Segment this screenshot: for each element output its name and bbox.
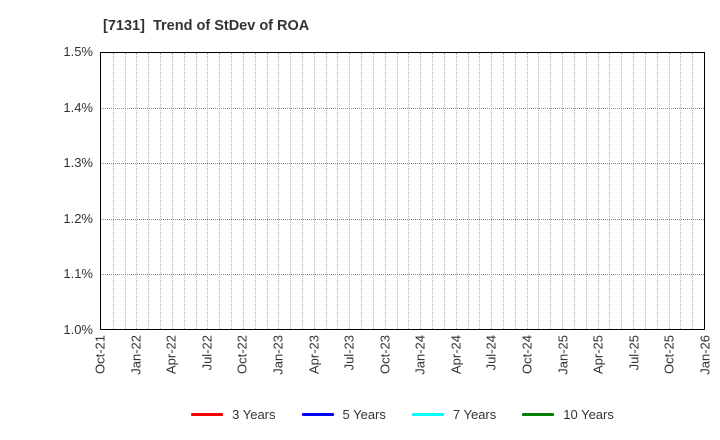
- gridline-vertical: [420, 53, 422, 329]
- gridline-vertical: [680, 53, 682, 329]
- y-tick-label: 1.2%: [63, 210, 93, 226]
- x-tick-label: Jul-22: [199, 335, 215, 371]
- chart-title: [7131] Trend of StDev of ROA: [103, 18, 310, 34]
- gridline-vertical: [219, 53, 221, 329]
- y-tick-label: 1.0%: [63, 322, 93, 337]
- gridline-vertical: [621, 53, 623, 329]
- gridline-vertical: [455, 53, 457, 329]
- y-tick-label: 1.5%: [63, 44, 93, 59]
- gridline-vertical: [467, 53, 469, 329]
- y-tick-label: 1.4%: [63, 99, 93, 115]
- y-tick-label: 1.3%: [63, 155, 93, 171]
- gridline-vertical: [112, 53, 114, 329]
- gridline-horizontal: [101, 273, 704, 275]
- legend-label: 10 Years: [563, 406, 614, 422]
- gridline-vertical: [491, 53, 493, 329]
- x-tick-label: Apr-22: [163, 335, 179, 375]
- gridline-vertical: [278, 53, 280, 329]
- gridline-vertical: [372, 53, 374, 329]
- x-tick-label: Oct-22: [234, 335, 250, 375]
- gridline-vertical: [432, 53, 434, 329]
- y-tick-label: 1.1%: [63, 266, 93, 282]
- x-tick-label: Jul-24: [483, 335, 499, 371]
- x-tick-label: Apr-25: [590, 335, 606, 375]
- legend-line-swatch: [301, 412, 334, 416]
- gridline-vertical: [207, 53, 209, 329]
- gridline-vertical: [443, 53, 445, 329]
- legend-label: 3 Years: [232, 406, 276, 422]
- gridline-vertical: [349, 53, 351, 329]
- x-tick-label: Jan-23: [270, 335, 286, 375]
- y-axis-tick-labels: 1.5% 1.4% 1.3% 1.2% 1.1% 1.0%: [0, 44, 93, 337]
- x-tick-label: Apr-24: [448, 335, 464, 375]
- gridline-vertical: [148, 53, 150, 329]
- gridline-vertical: [325, 53, 327, 329]
- gridline-vertical: [254, 53, 256, 329]
- gridline-vertical: [396, 53, 398, 329]
- gridline-vertical: [313, 53, 315, 329]
- gridline-vertical: [668, 53, 670, 329]
- x-tick-label: Jul-25: [626, 335, 642, 371]
- x-tick-label: Jul-23: [341, 335, 357, 371]
- gridline-vertical: [573, 53, 575, 329]
- gridline-vertical: [171, 53, 173, 329]
- gridline-vertical: [597, 53, 599, 329]
- gridline-vertical: [656, 53, 658, 329]
- gridline-vertical: [538, 53, 540, 329]
- x-tick-label: Apr-23: [306, 335, 322, 375]
- gridline-vertical: [290, 53, 292, 329]
- gridline-vertical: [361, 53, 363, 329]
- gridline-vertical: [514, 53, 516, 329]
- legend-label: 7 Years: [452, 406, 497, 422]
- legend-item: 3 Years: [191, 406, 276, 422]
- gridline-vertical: [526, 53, 528, 329]
- gridline-vertical: [633, 53, 635, 329]
- plot-area: [100, 52, 705, 330]
- x-tick-label: Oct-24: [519, 335, 535, 375]
- gridline-vertical: [550, 53, 552, 329]
- legend-item: 5 Years: [301, 406, 386, 422]
- gridline-vertical: [266, 53, 268, 329]
- x-tick-label: Jan-25: [555, 335, 571, 375]
- legend-line-swatch: [522, 412, 555, 416]
- legend-item: 7 Years: [411, 406, 497, 422]
- gridline-vertical: [195, 53, 197, 329]
- gridline-vertical: [160, 53, 162, 329]
- legend: 3 Years 5 Years 7 Years 10 Years: [100, 403, 705, 425]
- gridline-vertical: [562, 53, 564, 329]
- x-tick-label: Oct-23: [377, 335, 393, 375]
- gridline-horizontal: [101, 108, 704, 110]
- gridline-vertical: [124, 53, 126, 329]
- gridline-vertical: [384, 53, 386, 329]
- gridline-vertical: [242, 53, 244, 329]
- gridline-vertical: [479, 53, 481, 329]
- gridline-horizontal: [101, 163, 704, 165]
- gridline-horizontal: [101, 218, 704, 220]
- legend-line-swatch: [191, 412, 224, 416]
- x-tick-label: Oct-21: [92, 335, 108, 375]
- gridline-vertical: [692, 53, 694, 329]
- gridline-vertical: [136, 53, 138, 329]
- gridline-vertical: [644, 53, 646, 329]
- x-tick-label: Jan-26: [697, 335, 713, 375]
- legend-label: 5 Years: [342, 406, 386, 422]
- gridline-vertical: [183, 53, 185, 329]
- x-tick-label: Jan-24: [412, 335, 428, 375]
- gridline-vertical: [231, 53, 233, 329]
- x-tick-label: Jan-22: [128, 335, 144, 375]
- gridline-vertical: [609, 53, 611, 329]
- gridline-vertical: [503, 53, 504, 329]
- legend-item: 10 Years: [522, 407, 614, 422]
- gridline-vertical: [337, 53, 339, 329]
- gridline-vertical: [585, 53, 587, 329]
- x-tick-label: Oct-25: [661, 335, 677, 375]
- gridline-vertical: [408, 53, 410, 329]
- legend-line-swatch: [411, 412, 444, 416]
- gridline-vertical: [302, 53, 303, 329]
